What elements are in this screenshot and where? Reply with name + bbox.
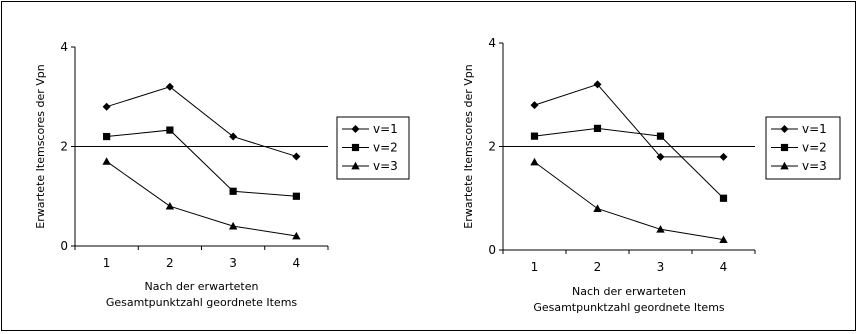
y-tick-label: 4 (488, 36, 496, 50)
y-tick-label: 0 (488, 243, 496, 257)
legend-label: v=3 (373, 159, 398, 173)
series-layer (530, 80, 728, 244)
data-point (165, 82, 174, 91)
data-point (102, 102, 111, 111)
y-tick-label: 4 (60, 40, 68, 54)
data-point (593, 124, 602, 132)
data-point (719, 194, 728, 202)
series-line (534, 127, 724, 199)
x-tick-label: 3 (657, 260, 665, 274)
legend-marker (780, 125, 789, 133)
data-point (229, 132, 238, 141)
x-tick-label: 1 (103, 256, 111, 270)
x-axis-label-line-2: Gesamtpunktzahl geordnete Items (533, 301, 725, 314)
data-point (292, 192, 300, 200)
series-layer (102, 82, 301, 240)
right-chart: 0 2 4 1 2 3 4 Erwartete Itemscores der Vpn Na… (462, 36, 841, 314)
data-point (166, 126, 174, 134)
x-axis-label-line-1: Nach der erwarteten (145, 280, 259, 293)
series-line (534, 161, 724, 241)
x-tick-label: 3 (229, 256, 237, 270)
data-point (593, 204, 602, 212)
data-point (103, 132, 111, 141)
x-tick-label: 4 (720, 260, 728, 274)
legend-label: v=2 (373, 141, 398, 155)
data-point (719, 152, 728, 161)
data-point (229, 187, 237, 195)
legend-marker (351, 143, 360, 152)
data-point (530, 132, 539, 140)
series-line (534, 83, 724, 158)
legend-label: v=1 (373, 122, 398, 136)
series-line (106, 86, 297, 157)
data-point (292, 152, 301, 161)
y-ticks: 0 2 4 (488, 36, 503, 257)
data-point (102, 157, 111, 165)
x-axis-label-line-1: Nach der erwarteten (572, 285, 686, 298)
data-point (292, 231, 301, 240)
data-point (593, 80, 602, 89)
data-point (656, 132, 665, 140)
x-ticks: 1 2 3 4 (502, 250, 756, 274)
legend-label: v=1 (802, 122, 827, 136)
legend: v=1 v=2 v=3 (765, 116, 841, 180)
y-tick-label: 2 (60, 140, 68, 154)
left-chart: 0 2 4 1 2 3 4 Erwartete Itemscores der Vpn Na… (34, 40, 410, 309)
series-line (106, 161, 297, 237)
x-axis-label-line-2: Gesamtpunktzahl geordnete Items (106, 296, 298, 309)
data-point (656, 152, 665, 161)
y-tick-label: 0 (60, 239, 68, 253)
x-tick-label: 2 (594, 260, 602, 274)
y-axis-label: Erwartete Itemscores der Vpn (462, 64, 475, 228)
legend-marker (351, 161, 360, 170)
data-point (530, 101, 539, 110)
legend-marker (351, 125, 360, 133)
data-point (228, 221, 238, 230)
legend-label: v=3 (802, 159, 827, 173)
series-line (106, 129, 297, 197)
data-point (530, 157, 539, 166)
y-tick-label: 2 (488, 140, 496, 154)
data-point (719, 235, 728, 244)
y-axis-label: Erwartete Itemscores der Vpn (34, 64, 47, 228)
y-ticks: 0 2 4 (60, 40, 75, 253)
legend-label: v=2 (802, 141, 827, 155)
legend: v=1 v=2 v=3 (336, 116, 410, 180)
data-point (656, 225, 665, 233)
legend-marker (780, 143, 789, 152)
x-tick-label: 1 (531, 260, 539, 274)
x-tick-label: 4 (293, 256, 301, 270)
legend-marker (780, 161, 789, 170)
x-ticks: 1 2 3 4 (74, 246, 329, 270)
x-tick-label: 2 (166, 256, 174, 270)
data-point (165, 202, 175, 210)
